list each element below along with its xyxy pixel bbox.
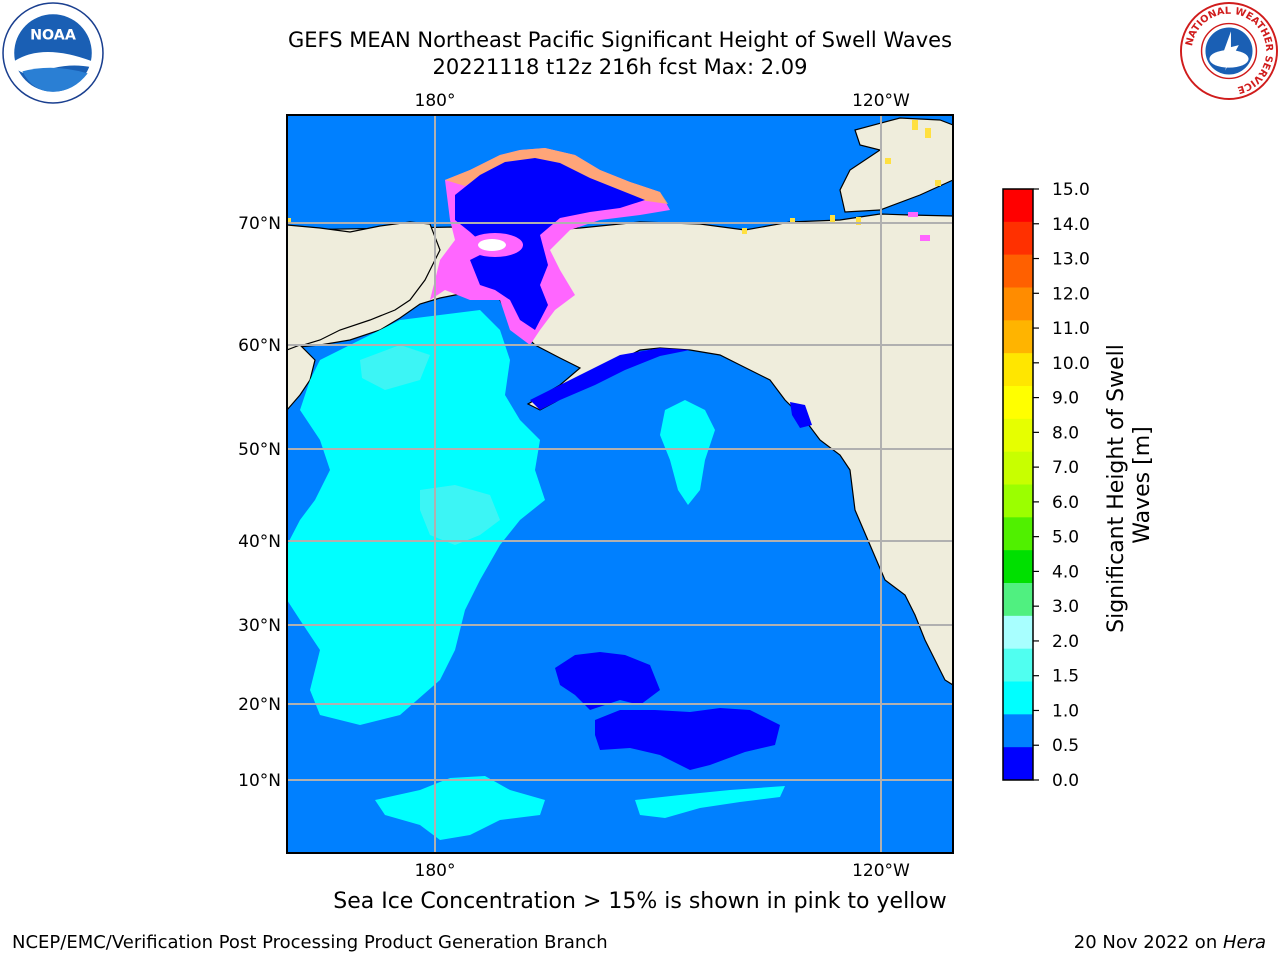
- lat-label: 20°N: [238, 695, 281, 715]
- sea-ice-speck: [830, 215, 835, 223]
- colorbar-segment: [1003, 189, 1033, 223]
- lat-label: 30°N: [238, 616, 281, 636]
- colorbar-tick-label: 11.0: [1052, 319, 1090, 339]
- colorbar-tick-label: 0.0: [1052, 771, 1079, 791]
- colorbar-segment: [1003, 714, 1033, 748]
- swell-cyan-gulf: [660, 400, 715, 505]
- colorbar-tick-label: 0.5: [1052, 736, 1079, 756]
- lat-label: 10°N: [238, 771, 281, 791]
- sea-ice-speck: [920, 235, 930, 241]
- caption: Sea Ice Concentration > 15% is shown in …: [333, 889, 947, 914]
- swell-cyan-south: [375, 776, 545, 840]
- colorbar-segment: [1003, 451, 1033, 485]
- colorbar-segment: [1003, 353, 1033, 387]
- colorbar-tick-label: 1.0: [1052, 701, 1079, 721]
- footer-credit: NCEP/EMC/Verification Post Processing Pr…: [12, 932, 608, 953]
- map-frame: [286, 114, 954, 854]
- colorbar-segment: [1003, 583, 1033, 617]
- sea-ice-speck: [856, 217, 861, 225]
- colorbar-segment: [1003, 418, 1033, 452]
- swell-blue-hawaii-south: [595, 708, 780, 770]
- colorbar-segment: [1003, 484, 1033, 518]
- colorbar-tick-label: 15.0: [1052, 180, 1090, 200]
- swell-cyan-west: [287, 310, 545, 725]
- colorbar-segment: [1003, 648, 1033, 682]
- colorbar-segment: [1003, 747, 1033, 781]
- colorbar: 15.0 14.0 13.0 12.0 11.0 10.0 9.0 8.0 7.0 6.0 5.0 4…: [1002, 180, 1090, 791]
- colorbar-segment: [1003, 320, 1033, 354]
- nws-logo: NATIONAL WEATHER SERVICE: [1180, 2, 1278, 100]
- colorbar-tick-label: 9.0: [1052, 389, 1079, 409]
- bottom-lon-label: 120°W: [852, 861, 910, 881]
- sea-ice-speck: [925, 128, 931, 138]
- colorbar-segment: [1003, 254, 1033, 288]
- colorbar-label-line1: Significant Height of Swell: [1104, 344, 1129, 633]
- lat-label: 60°N: [238, 336, 281, 356]
- colorbar-tick-label: 12.0: [1052, 284, 1090, 304]
- sea-ice-speck: [790, 218, 795, 224]
- lat-label: 70°N: [238, 214, 281, 234]
- colorbar-segment: [1003, 287, 1033, 321]
- colorbar-tick-label: 14.0: [1052, 215, 1090, 235]
- swell-cyan-south-east: [635, 786, 785, 818]
- colorbar-segment: [1003, 221, 1033, 255]
- chart-subtitle: 20221118 t12z 216h fcst Max: 2.09: [432, 55, 808, 79]
- sea-ice-speck: [885, 158, 891, 164]
- colorbar-tick-label: 2.0: [1052, 632, 1079, 652]
- noaa-logo: NOAA: [2, 2, 104, 104]
- sea-ice-speck: [742, 228, 747, 234]
- noaa-logo-text: NOAA: [30, 28, 76, 44]
- sea-ice-speck: [935, 180, 941, 186]
- sea-ice-speck: [908, 212, 918, 217]
- colorbar-tick-label: 10.0: [1052, 354, 1090, 374]
- top-lon-label: 180°: [415, 91, 456, 111]
- colorbar-label-line2: Waves [m]: [1130, 426, 1155, 543]
- colorbar-tick-label: 1.5: [1052, 667, 1079, 687]
- map-plot-area: [287, 115, 953, 853]
- colorbar-segment: [1003, 550, 1033, 584]
- colorbar-segment: [1003, 386, 1033, 420]
- colorbar-label: Significant Height of Swell Waves [m]: [1104, 337, 1155, 633]
- map-graticule: [287, 115, 953, 853]
- swell-blue-coast: [530, 348, 690, 410]
- footer-date-text: 20 Nov 2022 on: [1073, 932, 1223, 953]
- colorbar-segment: [1003, 615, 1033, 649]
- colorbar-tick-label: 5.0: [1052, 528, 1079, 548]
- footer-date: 20 Nov 2022 on Hera: [1074, 932, 1266, 953]
- colorbar-segment: [1003, 681, 1033, 715]
- top-lon-label: 120°W: [852, 91, 910, 111]
- swell-light-cyan: [420, 485, 500, 545]
- footer-host: Hera: [1222, 932, 1266, 953]
- colorbar-tick-label: 8.0: [1052, 423, 1079, 443]
- colorbar-tick-label: 6.0: [1052, 493, 1079, 513]
- sea-ice-speck: [912, 120, 918, 130]
- colorbar-frame: [1002, 188, 1034, 781]
- chart-title: GEFS MEAN Northeast Pacific Significant …: [287, 28, 953, 52]
- colorbar-tick-label: 4.0: [1052, 562, 1079, 582]
- arctic-water: [455, 158, 645, 330]
- lat-label: 40°N: [238, 532, 281, 552]
- colorbar-tick-label: 3.0: [1052, 597, 1079, 617]
- colorbar-tick-label: 13.0: [1052, 250, 1090, 270]
- swell-blue-hawaii: [555, 652, 660, 710]
- colorbar-tick-label: 7.0: [1052, 458, 1079, 478]
- swell-blue-bc: [790, 402, 812, 428]
- land-siberia: [287, 221, 441, 351]
- bottom-lon-label: 180°: [415, 861, 456, 881]
- lat-label: 50°N: [238, 440, 281, 460]
- swell-light-cyan: [360, 345, 430, 390]
- sea-ice-patch: [478, 239, 506, 251]
- sea-ice-speck: [287, 218, 291, 224]
- colorbar-segment: [1003, 517, 1033, 551]
